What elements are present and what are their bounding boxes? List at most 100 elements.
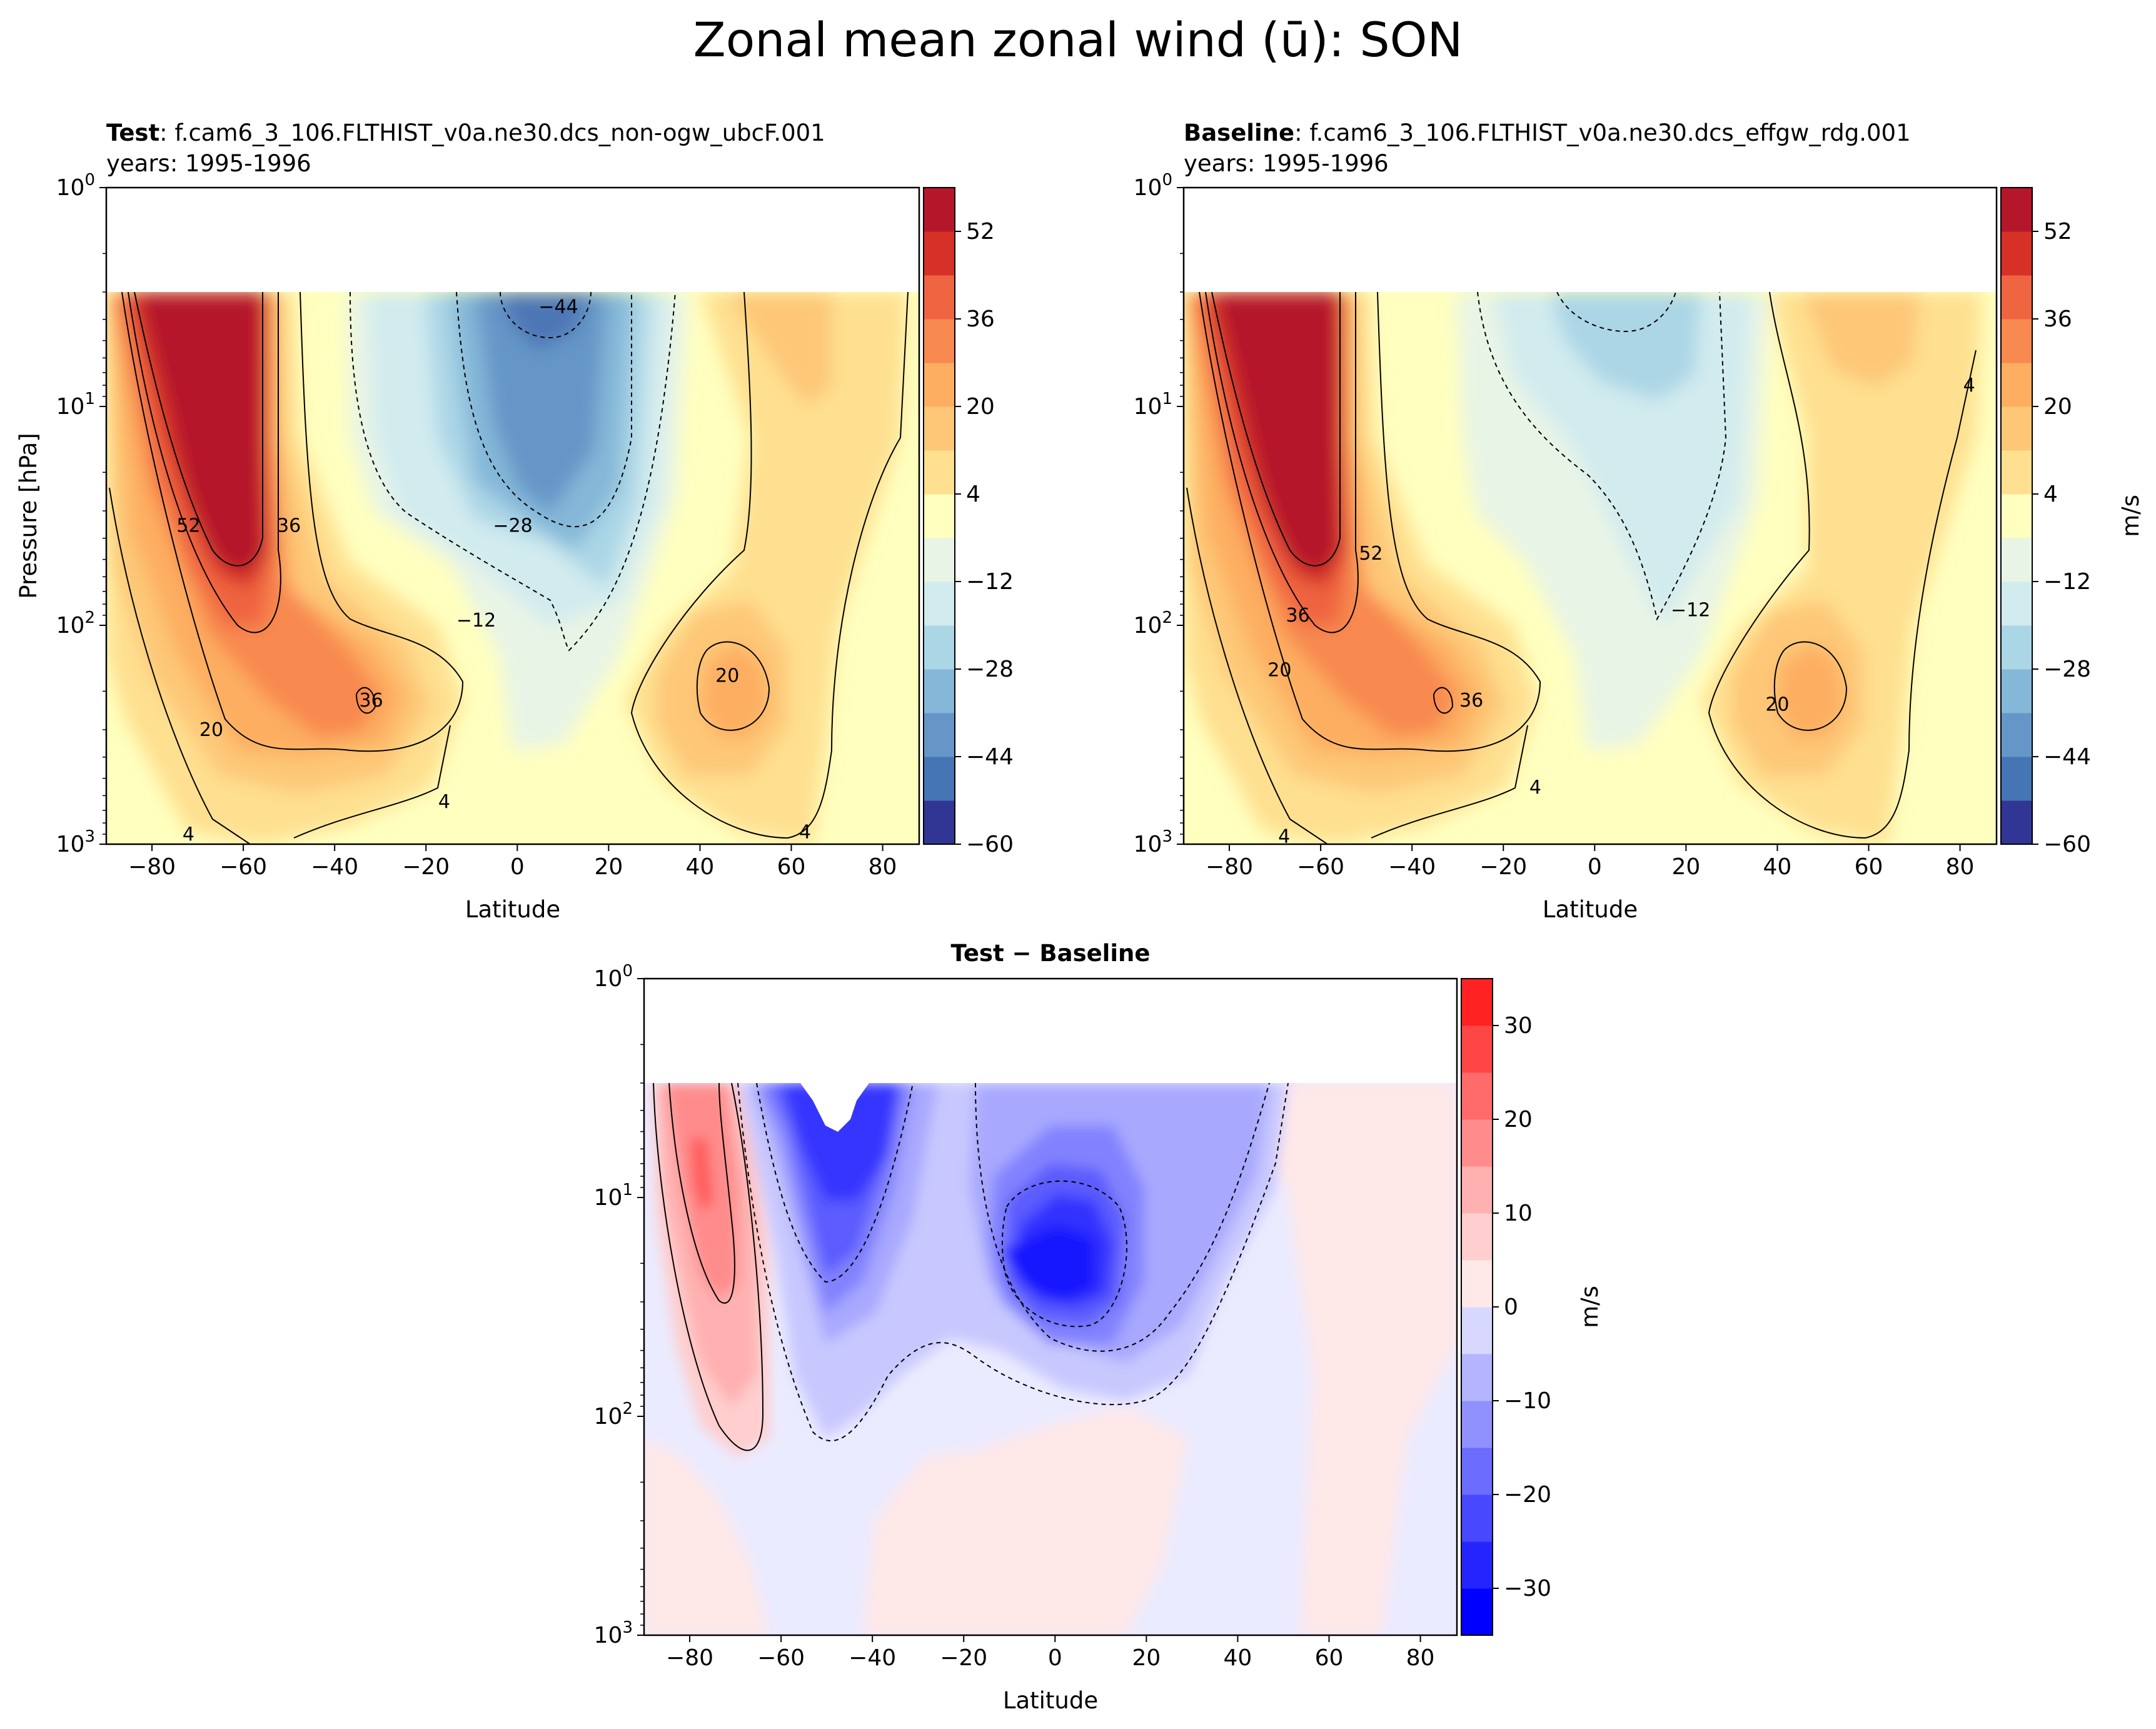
northern-jet-12	[725, 292, 832, 406]
x-tick-label: −20	[1479, 854, 1527, 880]
panel-difference-field	[644, 1082, 1457, 1635]
contour-pos-5	[653, 1082, 764, 1451]
contour-neg12	[1477, 291, 1727, 621]
colorbar-tick-label: −28	[966, 657, 1014, 682]
colorbar-bin	[2001, 188, 2032, 232]
contour-label: 4	[1529, 777, 1541, 799]
panel-test-subtitle: years: 1995-1996	[106, 150, 311, 177]
colorbar-tick-label: −30	[1504, 1576, 1551, 1601]
y-ticks-test: 100 101 102 103	[56, 171, 106, 857]
colorbar-bin	[1461, 1307, 1493, 1354]
contour-label: −12	[1671, 599, 1710, 621]
x-tick-label: 0	[1588, 854, 1602, 880]
colorbar-bin	[2001, 319, 2032, 363]
x-axis-label-difference: Latitude	[1003, 1687, 1098, 1714]
colorbar-tick-label: 36	[966, 306, 995, 332]
colorbar-label-difference: m/s	[1576, 1286, 1603, 1328]
colorbar-label-baseline: m/s	[2117, 495, 2144, 537]
x-axis-label-baseline: Latitude	[1543, 896, 1638, 923]
panel-baseline-cover	[1184, 188, 1997, 292]
contour-36-core	[1433, 687, 1454, 714]
colorbar-tick-label: −12	[966, 569, 1014, 595]
y-tick-label: 102	[1134, 608, 1172, 638]
colorbar-bin	[2001, 231, 2032, 276]
x-tick-label: 0	[510, 854, 525, 880]
y-ticks-baseline: 100 101 102 103	[1134, 171, 1184, 857]
colorbar-bin	[924, 494, 955, 538]
contour-20-north	[696, 641, 770, 731]
contour-neg12	[350, 291, 676, 652]
contour-label: 36	[360, 690, 383, 712]
easterly-20	[1551, 292, 1701, 400]
x-tick-label: −40	[311, 854, 358, 880]
easterly-44	[500, 292, 588, 350]
contour-label: 52	[1359, 543, 1383, 565]
contour-neg28	[456, 291, 632, 528]
colorbar-bin	[1461, 1588, 1493, 1636]
panel-baseline-frame	[1182, 186, 1998, 845]
contour-4-midlat	[293, 725, 451, 839]
colorbar-bin	[924, 538, 955, 582]
contour-4-north	[630, 291, 909, 839]
y-tick-label: 103	[1134, 827, 1172, 857]
colorbar-bin	[2001, 669, 2032, 713]
x-tick-label: 80	[869, 854, 897, 880]
colorbar-bin	[924, 231, 955, 276]
contour-label: 4	[1963, 375, 1975, 396]
panel-test-frame	[105, 186, 920, 845]
x-tick-label: −80	[128, 854, 176, 880]
x-ticks-test: −80 −60 −40 −20 0 20 40 60 80	[128, 844, 897, 880]
colorbar-tick-label: −28	[2043, 657, 2091, 682]
colorbar-bin	[924, 800, 955, 845]
x-tick-label: 0	[1048, 1645, 1062, 1671]
y-tick-label: 101	[1134, 390, 1172, 420]
colorbar-test: 52 36 20 4 −12 −28 −44 −60	[923, 187, 1014, 857]
pos-band-south	[644, 1438, 769, 1635]
contour-neg25	[1001, 1180, 1127, 1328]
panel-baseline: Baseline: f.cam6_3_106.FLTHIST_v0a.ne30.…	[1134, 119, 2144, 923]
colorbar-bin	[2001, 713, 2032, 757]
contour-lines	[653, 1082, 764, 1451]
colorbar-bin	[1461, 1213, 1493, 1261]
northern-jet-20	[700, 644, 769, 738]
x-tick-label: −20	[402, 854, 450, 880]
x-ticks-difference: −80 −60 −40 −20 0 20 40 60 80	[666, 1635, 1434, 1671]
colorbar-tick-label: 52	[2043, 219, 2072, 244]
colorbar-bin	[924, 188, 955, 232]
colorbar-bin	[924, 713, 955, 757]
colorbar-bin	[1461, 1495, 1493, 1542]
y-tick-label: 103	[56, 827, 95, 857]
x-tick-label: −60	[219, 854, 267, 880]
colorbar-tick-label: −44	[2043, 744, 2091, 770]
contour-20-south	[121, 291, 464, 752]
southern-jet-52	[138, 292, 263, 575]
contour-pos-15	[668, 1082, 735, 1304]
contour-label: 4	[799, 822, 811, 844]
northern-jet-20	[1776, 644, 1845, 738]
colorbar-tick-label: −12	[2043, 569, 2091, 595]
colorbar-bin	[1461, 1354, 1493, 1401]
x-tick-label: 60	[1315, 1645, 1344, 1671]
y-tick-label: 102	[594, 1399, 633, 1429]
colorbar-tick-label: 52	[966, 219, 995, 244]
contour-labels-test: 52 36 36 20 4 4 −44 −28 −12 20 4	[176, 296, 811, 845]
contour-label: 20	[1765, 694, 1789, 716]
contour-52-south	[1211, 291, 1341, 567]
contour-label: 20	[715, 665, 739, 687]
contour-lines-dashed	[1477, 291, 1727, 621]
x-tick-label: 40	[1224, 1645, 1252, 1671]
colorbar-bin	[2001, 450, 2032, 495]
contour-label: −28	[493, 515, 532, 537]
contour-label: 52	[176, 515, 200, 537]
panel-difference-cover	[644, 979, 1457, 1083]
x-tick-label: 80	[1946, 854, 1975, 880]
colorbar-tick-label: 30	[1504, 1013, 1533, 1039]
colorbar-tick-label: 36	[2043, 306, 2072, 332]
y-ticks-difference: 100 101 102 103	[594, 962, 644, 1648]
colorbar-bin	[924, 363, 955, 407]
x-tick-label: −40	[849, 1645, 896, 1671]
colorbar-bin	[1461, 1166, 1493, 1214]
colorbar-bin	[1461, 1448, 1493, 1495]
colorbar-tick-label: 20	[2043, 394, 2072, 420]
